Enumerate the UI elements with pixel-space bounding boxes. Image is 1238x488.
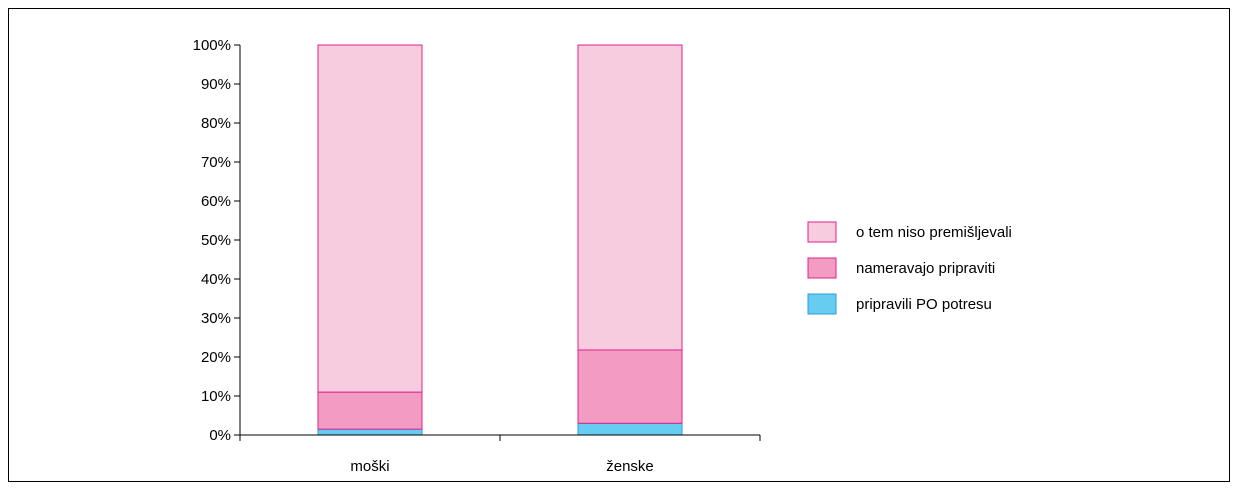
bar-segment-moški-1 <box>317 391 423 430</box>
y-tick-label: 40% <box>201 271 231 288</box>
bar-segment-moški-2 <box>317 44 423 393</box>
bars-group <box>317 44 683 436</box>
bar-segment-ženske-1 <box>577 349 683 424</box>
y-tick-label: 50% <box>201 232 231 249</box>
y-tick-label: 100% <box>193 37 231 54</box>
legend-label: o tem niso premišljevali <box>856 224 1012 241</box>
bar-segment-ženske-0 <box>577 422 683 436</box>
legend-swatch <box>807 293 837 315</box>
y-tick-label: 20% <box>201 349 231 366</box>
y-tick-label: 70% <box>201 154 231 171</box>
legend-swatch <box>807 221 837 243</box>
x-tick-label: moški <box>350 458 389 475</box>
bar-segment-ženske-2 <box>577 44 683 351</box>
y-tick-label: 80% <box>201 115 231 132</box>
y-tick-label: 30% <box>201 310 231 327</box>
y-tick-label: 90% <box>201 76 231 93</box>
y-tick-label: 60% <box>201 193 231 210</box>
legend-swatch <box>807 257 837 279</box>
legend: o tem niso premišljevali nameravajo pripr… <box>807 221 1012 315</box>
legend-label: pripravili PO potresu <box>856 296 992 313</box>
y-tick-label: 0% <box>209 427 231 444</box>
bar-segment-moški-0 <box>317 428 423 436</box>
x-tick-label: ženske <box>606 458 654 475</box>
axes-group: moški ženske 0% 10% 20% 30% 40% 50% 60% 70% 80% 90%… <box>193 37 761 475</box>
legend-label: nameravajo pripraviti <box>856 260 995 277</box>
y-tick-label: 10% <box>201 388 231 405</box>
